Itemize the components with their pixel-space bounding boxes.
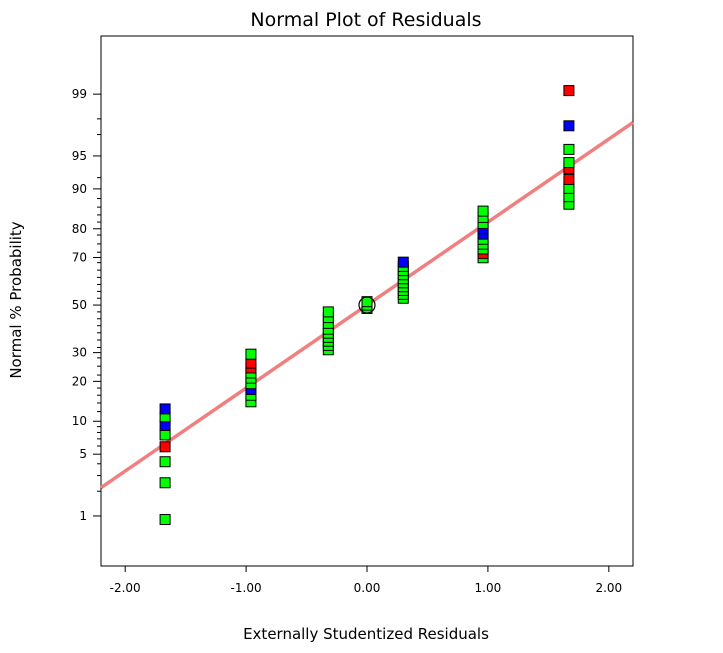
data-point (159, 514, 171, 526)
data-point (477, 205, 489, 217)
data-point (397, 256, 409, 268)
y-tick-label: 30 (72, 346, 87, 360)
data-point (159, 441, 171, 453)
y-tick-label: 1 (79, 509, 87, 523)
x-tick-label: 0.00 (354, 581, 381, 595)
x-tick-label: -1.00 (231, 581, 262, 595)
y-tick-label: 10 (72, 414, 87, 428)
highlight-circle (358, 296, 376, 314)
data-point (563, 120, 575, 132)
data-point (563, 173, 575, 185)
data-point (563, 143, 575, 155)
chart-title: Normal Plot of Residuals (250, 9, 481, 31)
y-tick-label: 20 (72, 374, 87, 388)
data-point (159, 456, 171, 468)
y-tick-label: 70 (72, 251, 87, 265)
y-axis-label: Normal % Probability (7, 221, 25, 378)
y-tick-label: 80 (72, 222, 87, 236)
x-tick-label: -2.00 (110, 581, 141, 595)
x-tick-label: 1.00 (475, 581, 502, 595)
data-point (159, 429, 171, 441)
y-tick-label: 5 (79, 447, 87, 461)
data-point (159, 403, 171, 415)
data-point (322, 306, 334, 318)
y-tick-label: 50 (72, 298, 87, 312)
data-point (563, 157, 575, 169)
data-point (563, 85, 575, 97)
y-tick-label: 90 (72, 182, 87, 196)
data-point (159, 477, 171, 489)
y-tick-label: 99 (72, 87, 87, 101)
x-axis-label: Externally Studentized Residuals (243, 625, 489, 643)
x-tick-label: 2.00 (595, 581, 622, 595)
data-point (245, 348, 257, 360)
y-tick-label: 95 (72, 149, 87, 163)
